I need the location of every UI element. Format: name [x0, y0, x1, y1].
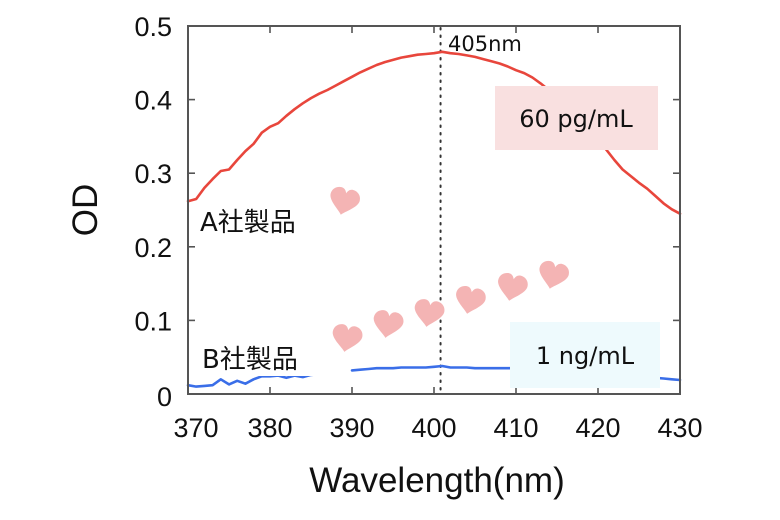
- annotations: 405nm 60 pg/mL 1 ng/mL A社製品 B社製品: [196, 32, 660, 388]
- x-axis-title: Wavelength(nm): [309, 461, 564, 500]
- x-tick-label: 370: [173, 413, 218, 443]
- concentration-b-box: [510, 322, 660, 388]
- y-axis-title: OD: [66, 184, 105, 237]
- axis-titles: Wavelength(nm) OD: [66, 184, 565, 500]
- series-b-label: B社製品: [202, 345, 298, 375]
- hearts-decoration: [330, 186, 570, 352]
- series-line-b-segment-2: [350, 364, 518, 372]
- heart-icon: [498, 272, 528, 301]
- y-tick-label: 0.4: [134, 86, 172, 116]
- reference-line-label: 405nm: [448, 32, 522, 56]
- x-tick-label: 420: [575, 413, 620, 443]
- y-tick-label: 0.5: [134, 12, 172, 42]
- y-tick-label: 0: [157, 382, 172, 412]
- heart-icon: [539, 260, 570, 289]
- concentration-a-box: [495, 86, 658, 150]
- series-line-b-segment-1: [186, 372, 321, 388]
- y-tick-label: 0.3: [134, 159, 172, 189]
- y-tick-label: 0.2: [134, 233, 172, 263]
- x-tick-label: 430: [657, 413, 702, 443]
- heart-icon: [456, 285, 486, 314]
- axis-ticks: 370 380 390 400 410 420 430 0 0.1 0.2 0.3 0.4 0.5: [134, 12, 702, 443]
- y-tick-label: 0.1: [134, 306, 172, 336]
- heart-icon: [332, 324, 363, 352]
- series-a-label: A社製品: [200, 208, 296, 238]
- concentration-b-label: 1 ng/mL: [536, 342, 635, 370]
- heart-icon: [373, 310, 404, 338]
- x-tick-label: 410: [493, 413, 538, 443]
- x-tick-label: 390: [329, 413, 374, 443]
- x-tick-label: 400: [411, 413, 456, 443]
- concentration-a-label: 60 pg/mL: [519, 105, 633, 133]
- x-tick-label: 380: [247, 413, 292, 443]
- heart-icon: [414, 299, 445, 327]
- series-b-label-background: [196, 334, 350, 376]
- heart-icon: [330, 186, 361, 215]
